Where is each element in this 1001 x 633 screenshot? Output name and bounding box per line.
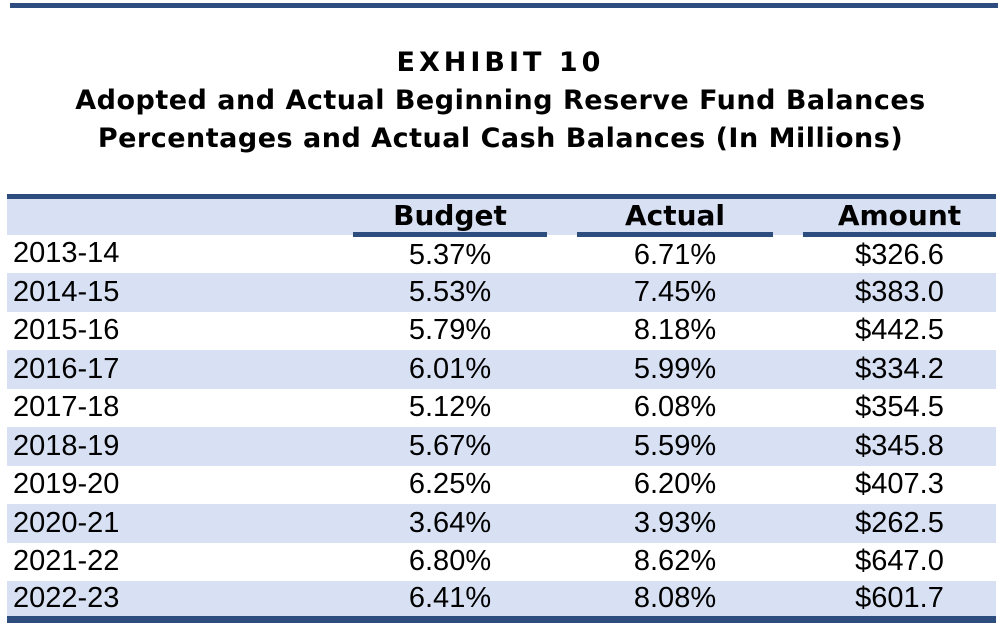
year-cell: 2022-23 xyxy=(7,581,353,620)
row-spacer xyxy=(547,581,577,620)
row-spacer xyxy=(773,273,803,312)
table-row: 2015-16 5.79% 8.18% $442.5 xyxy=(7,312,996,351)
budget-cell: 6.25% xyxy=(408,468,492,501)
budget-cell: 6.80% xyxy=(408,545,492,578)
budget-cell: 3.64% xyxy=(353,504,547,543)
actual-cell: 6.71% xyxy=(633,238,717,271)
row-spacer xyxy=(773,466,803,505)
budget-cell: 6.01% xyxy=(353,350,547,389)
amount-cell: $407.3 xyxy=(855,468,944,501)
exhibit-number-title: EXHIBIT 10 xyxy=(396,47,605,78)
amount-cell: $262.5 xyxy=(803,504,996,543)
row-spacer xyxy=(773,581,803,620)
reserve-fund-table: Budget Actual Amount 2013-14 5.37% 6.71% $3… xyxy=(7,194,996,623)
row-spacer xyxy=(547,543,577,582)
top-divider-rule xyxy=(10,3,998,8)
table-row: 2019-20 6.25% 6.20% $407.3 xyxy=(7,466,996,505)
budget-cell: 5.12% xyxy=(408,391,492,424)
header-cell-budget: Budget xyxy=(353,196,547,237)
exhibit-subtitle-line-2: Percentages and Actual Cash Balances (In… xyxy=(97,123,904,154)
table-row: 2018-19 5.67% 5.59% $345.8 xyxy=(7,427,996,466)
year-cell: 2014-15 xyxy=(7,273,353,312)
row-spacer xyxy=(547,466,577,505)
table-body: 2013-14 5.37% 6.71% $326.6 2014-15 5.53% 7.45%… xyxy=(7,235,996,620)
table-row: 2020-21 3.64% 3.93% $262.5 xyxy=(7,504,996,543)
table-row: 2022-23 6.41% 8.08% $601.7 xyxy=(7,581,996,620)
table-row: 2014-15 5.53% 7.45% $383.0 xyxy=(7,273,996,312)
year-cell: 2021-22 xyxy=(13,545,120,578)
row-spacer xyxy=(773,312,803,351)
header-spacer xyxy=(773,196,803,235)
row-spacer xyxy=(547,350,577,389)
actual-cell: 8.18% xyxy=(633,314,717,347)
amount-cell: $326.6 xyxy=(855,238,944,271)
amount-cell: $383.0 xyxy=(803,273,996,312)
header-cell-actual: Actual xyxy=(577,196,773,237)
table-header-row: Budget Actual Amount xyxy=(7,196,996,237)
header-cell-amount: Amount xyxy=(803,196,996,237)
amount-cell: $334.2 xyxy=(803,350,996,389)
actual-cell: 5.99% xyxy=(577,350,773,389)
year-cell: 2013-14 xyxy=(13,237,120,270)
row-spacer xyxy=(547,235,577,274)
year-cell: 2020-21 xyxy=(7,504,353,543)
amount-cell: $345.8 xyxy=(803,427,996,466)
row-spacer xyxy=(773,350,803,389)
amount-cell: $647.0 xyxy=(855,545,944,578)
budget-cell: 5.79% xyxy=(408,314,492,347)
row-spacer xyxy=(547,504,577,543)
budget-cell: 5.67% xyxy=(353,427,547,466)
table-row: 2021-22 6.80% 8.62% $647.0 xyxy=(7,543,996,582)
table-row: 2017-18 5.12% 6.08% $354.5 xyxy=(7,389,996,428)
header-cell-year-blank xyxy=(7,196,353,235)
actual-cell: 8.08% xyxy=(577,581,773,620)
row-spacer xyxy=(547,312,577,351)
row-spacer xyxy=(547,389,577,428)
actual-cell: 6.08% xyxy=(633,391,717,424)
actual-cell: 8.62% xyxy=(633,545,717,578)
amount-cell: $442.5 xyxy=(855,314,944,347)
year-cell: 2017-18 xyxy=(13,391,120,424)
year-cell: 2018-19 xyxy=(7,427,353,466)
exhibit-title-block: EXHIBIT 10 Adopted and Actual Beginning … xyxy=(0,44,1001,158)
row-spacer xyxy=(773,543,803,582)
exhibit-subtitle-line-1: Adopted and Actual Beginning Reserve Fun… xyxy=(75,85,926,116)
budget-cell: 5.37% xyxy=(408,238,492,271)
actual-cell: 7.45% xyxy=(577,273,773,312)
row-spacer xyxy=(773,235,803,274)
row-spacer xyxy=(773,389,803,428)
table-row: 2016-17 6.01% 5.99% $334.2 xyxy=(7,350,996,389)
year-cell: 2016-17 xyxy=(7,350,353,389)
amount-cell: $601.7 xyxy=(803,581,996,620)
table-row: 2013-14 5.37% 6.71% $326.6 xyxy=(7,235,996,274)
row-spacer xyxy=(773,504,803,543)
actual-cell: 3.93% xyxy=(577,504,773,543)
budget-cell: 5.53% xyxy=(353,273,547,312)
row-spacer xyxy=(773,427,803,466)
row-spacer xyxy=(547,273,577,312)
row-spacer xyxy=(547,427,577,466)
year-cell: 2019-20 xyxy=(13,468,120,501)
reserve-fund-table-container: Budget Actual Amount 2013-14 5.37% 6.71% $3… xyxy=(7,194,996,623)
year-cell: 2015-16 xyxy=(13,314,120,347)
actual-cell: 5.59% xyxy=(577,427,773,466)
actual-cell: 6.20% xyxy=(633,468,717,501)
budget-cell: 6.41% xyxy=(353,581,547,620)
amount-cell: $354.5 xyxy=(855,391,944,424)
header-spacer xyxy=(547,196,577,235)
